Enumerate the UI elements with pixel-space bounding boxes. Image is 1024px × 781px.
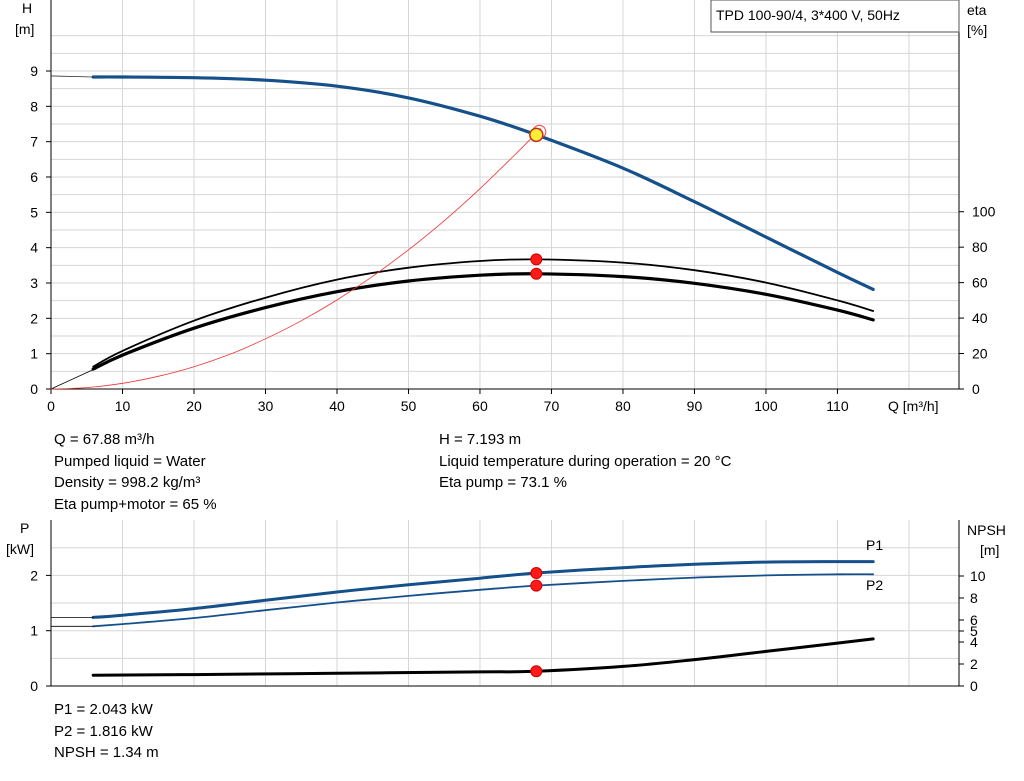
info-h: H = 7.193 m [439, 431, 522, 448]
info-q: Q = 67.88 m³/h [54, 431, 155, 448]
x-tick-label: 30 [258, 398, 274, 414]
y-tick-label-right-npsh: 10 [970, 568, 986, 584]
info-p1: P1 = 2.043 kW [54, 701, 153, 718]
system-curve [50, 128, 542, 390]
y-tick-label-left: 1 [30, 346, 38, 362]
x-tick-label: 60 [472, 398, 488, 414]
y-tick-label-right-npsh: 8 [970, 590, 978, 606]
y-axis-unit-right: [%] [967, 22, 987, 38]
duty-point-marker [530, 253, 543, 266]
y-tick-label-left: 9 [30, 63, 38, 79]
y-tick-label-left: 5 [30, 204, 38, 220]
y-tick-label-right-npsh: 6 [970, 612, 978, 628]
p1-series-label: P1 [866, 537, 883, 553]
y-tick-label-right: 80 [972, 239, 988, 255]
y-tick-label-right: 40 [972, 310, 988, 326]
y-axis-unit-right-npsh: [m] [980, 542, 999, 558]
x-tick-label: 20 [186, 398, 202, 414]
y-tick-label-left: 4 [30, 240, 38, 256]
npsh-curve [91, 637, 875, 677]
y-tick-label-left: 7 [30, 134, 38, 150]
title-box-text: TPD 100-90/4, 3*400 V, 50Hz [716, 7, 900, 23]
eta-pump-motor-curve [91, 272, 875, 371]
x-tick-label: 110 [826, 398, 849, 414]
duty-point-marker [530, 267, 543, 280]
y-tick-label-right: 100 [972, 204, 996, 220]
x-tick-label: 50 [401, 398, 417, 414]
y-tick-label-left: 2 [30, 310, 38, 326]
y-tick-label-left-power: 2 [30, 567, 38, 583]
info-density: Density = 998.2 kg/m³ [54, 474, 201, 491]
x-tick-label: 80 [615, 398, 631, 414]
x-tick-label: 40 [329, 398, 345, 414]
info-npsh: NPSH = 1.34 m [54, 744, 159, 761]
y-tick-label-right: 60 [972, 275, 988, 291]
x-tick-label: 0 [47, 398, 55, 414]
y-tick-label-left: 0 [30, 381, 38, 397]
h-curve [91, 75, 875, 291]
y-tick-label-right-npsh: 0 [970, 678, 978, 694]
h-curve-extension [50, 369, 94, 390]
duty-point-marker [530, 665, 543, 678]
duty-point-marker [530, 567, 543, 580]
y-tick-label-left-power: 0 [30, 678, 38, 694]
info-eta-pump: Eta pump = 73.1 % [439, 474, 567, 491]
p2-curve [92, 573, 875, 628]
y-axis-label-right-npsh: NPSH [967, 522, 1006, 538]
y-tick-label-right: 20 [972, 346, 988, 362]
y-tick-label-left-power: 1 [30, 623, 38, 639]
x-tick-label: 100 [754, 398, 778, 414]
h-curve-lead-in [50, 75, 94, 78]
eta-pump-curve [92, 258, 875, 368]
x-tick-label: 10 [115, 398, 131, 414]
info-liquid-temperature: Liquid temperature during operation = 20… [439, 452, 732, 470]
y-tick-label-left: 8 [30, 98, 38, 114]
info-main-right: H = 7.193 m Liquid temperature during op… [439, 429, 731, 494]
y-tick-label-left: 3 [30, 275, 38, 291]
operating-point-marker [529, 127, 544, 143]
y-axis-label-left-power: P [20, 520, 29, 536]
p2-series-label: P2 [866, 577, 883, 593]
duty-point-marker [530, 579, 543, 592]
y-tick-label-left: 6 [30, 169, 38, 185]
y-tick-label-right-npsh: 4 [970, 634, 978, 650]
y-tick-label-right: 0 [972, 381, 980, 397]
y-tick-label-right-npsh: 5 [970, 623, 978, 639]
x-axis-label: Q [m³/h] [888, 398, 939, 414]
y-axis-label-left: H [22, 0, 32, 16]
info-p2: P2 = 1.816 kW [54, 722, 153, 740]
info-pumped-liquid: Pumped liquid = Water [54, 452, 206, 470]
title-box [710, 0, 960, 33]
x-tick-label: 70 [544, 398, 560, 414]
info-eta-pump-motor: Eta pump+motor = 65 % [54, 495, 217, 513]
y-tick-label-right-npsh: 2 [970, 656, 978, 672]
x-tick-label: 90 [687, 398, 703, 414]
y-axis-unit-left: [m] [15, 21, 34, 37]
info-power: P1 = 2.043 kW P2 = 1.816 kW NPSH = 1.34 … [54, 699, 159, 764]
info-main-left: Q = 67.88 m³/h Pumped liquid = Water Den… [54, 429, 217, 515]
y-axis-unit-left-power: [kW] [6, 541, 34, 557]
y-axis-label-right: eta [967, 2, 987, 18]
p1-curve [91, 560, 875, 619]
